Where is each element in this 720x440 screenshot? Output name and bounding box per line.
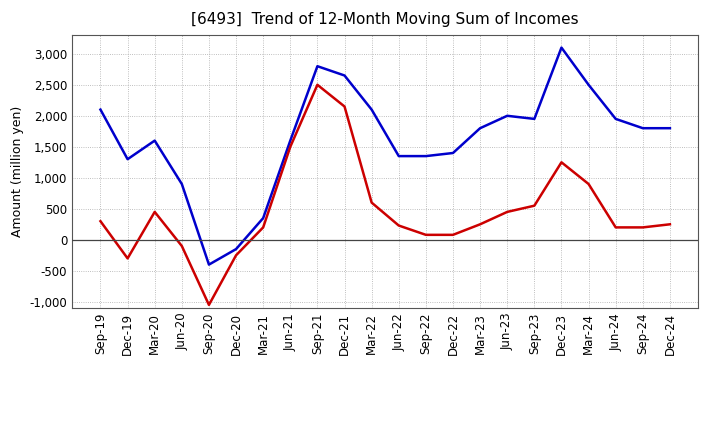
Ordinary Income bbox=[204, 262, 213, 267]
Ordinary Income bbox=[286, 138, 294, 143]
Ordinary Income bbox=[367, 107, 376, 112]
Ordinary Income bbox=[449, 150, 457, 156]
Ordinary Income bbox=[232, 246, 240, 252]
Net Income bbox=[449, 232, 457, 238]
Title: [6493]  Trend of 12-Month Moving Sum of Incomes: [6493] Trend of 12-Month Moving Sum of I… bbox=[192, 12, 579, 27]
Ordinary Income bbox=[476, 125, 485, 131]
Net Income bbox=[503, 209, 511, 215]
Net Income bbox=[530, 203, 539, 209]
Ordinary Income bbox=[150, 138, 159, 143]
Net Income bbox=[395, 223, 403, 228]
Net Income bbox=[421, 232, 430, 238]
Net Income bbox=[476, 222, 485, 227]
Net Income bbox=[178, 243, 186, 249]
Net Income bbox=[96, 219, 105, 224]
Net Income bbox=[557, 160, 566, 165]
Net Income bbox=[150, 209, 159, 215]
Ordinary Income bbox=[259, 216, 268, 221]
Ordinary Income bbox=[557, 45, 566, 50]
Ordinary Income bbox=[341, 73, 349, 78]
Y-axis label: Amount (million yen): Amount (million yen) bbox=[11, 106, 24, 237]
Ordinary Income bbox=[96, 107, 105, 112]
Net Income bbox=[259, 225, 268, 230]
Ordinary Income bbox=[611, 116, 620, 121]
Net Income bbox=[232, 253, 240, 258]
Ordinary Income bbox=[395, 154, 403, 159]
Net Income bbox=[313, 82, 322, 88]
Ordinary Income bbox=[639, 125, 647, 131]
Ordinary Income bbox=[178, 181, 186, 187]
Ordinary Income bbox=[530, 116, 539, 121]
Ordinary Income bbox=[421, 154, 430, 159]
Net Income bbox=[367, 200, 376, 205]
Net Income bbox=[123, 256, 132, 261]
Line: Net Income: Net Income bbox=[101, 85, 670, 305]
Net Income bbox=[584, 181, 593, 187]
Net Income bbox=[611, 225, 620, 230]
Line: Ordinary Income: Ordinary Income bbox=[101, 48, 670, 264]
Ordinary Income bbox=[123, 157, 132, 162]
Net Income bbox=[639, 225, 647, 230]
Net Income bbox=[665, 222, 674, 227]
Net Income bbox=[341, 104, 349, 109]
Net Income bbox=[286, 144, 294, 150]
Ordinary Income bbox=[665, 125, 674, 131]
Ordinary Income bbox=[584, 82, 593, 88]
Net Income bbox=[204, 302, 213, 308]
Ordinary Income bbox=[503, 113, 511, 118]
Ordinary Income bbox=[313, 63, 322, 69]
